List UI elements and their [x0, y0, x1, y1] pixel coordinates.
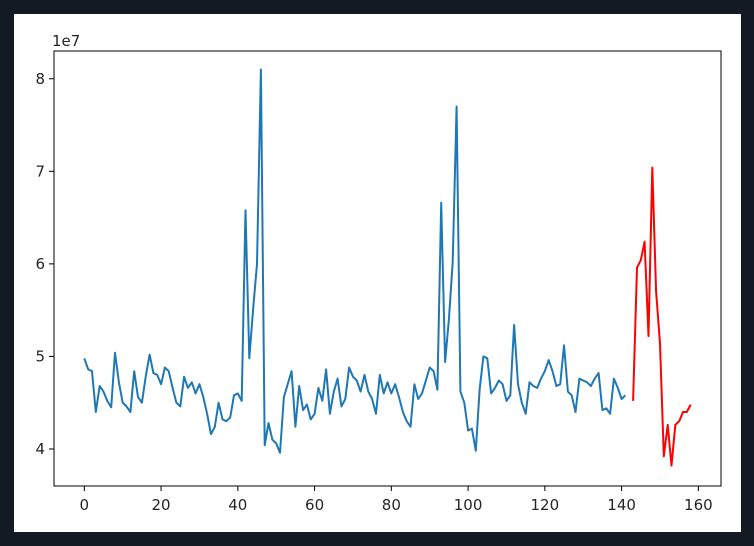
y-tick-label: 8	[35, 70, 45, 88]
plot-frame	[53, 50, 722, 487]
y-tick-label: 4	[35, 440, 45, 458]
y-tick-label: 6	[35, 255, 45, 273]
figure: 0 20 40 60 80 100 120 140 160 4 5 6 7 8 1e7	[14, 14, 741, 532]
y-tick-label: 7	[35, 162, 45, 180]
x-tick-label: 100	[454, 496, 483, 514]
x-tick-label: 120	[531, 496, 560, 514]
series-line-history	[83, 68, 627, 454]
series-line-forecast	[632, 166, 692, 467]
x-tick-label: 160	[684, 496, 713, 514]
x-tick-label: 140	[607, 496, 636, 514]
x-tick-label: 0	[80, 496, 90, 514]
x-tick-label: 40	[228, 496, 247, 514]
y-tick-label: 5	[35, 347, 45, 365]
line-chart: 0 20 40 60 80 100 120 140 160 4 5 6 7 8 1e7	[35, 32, 722, 514]
x-tick-label: 20	[152, 496, 171, 514]
x-tick-label: 80	[382, 496, 401, 514]
x-tick-label: 60	[305, 496, 324, 514]
y-offset-label: 1e7	[52, 32, 80, 50]
